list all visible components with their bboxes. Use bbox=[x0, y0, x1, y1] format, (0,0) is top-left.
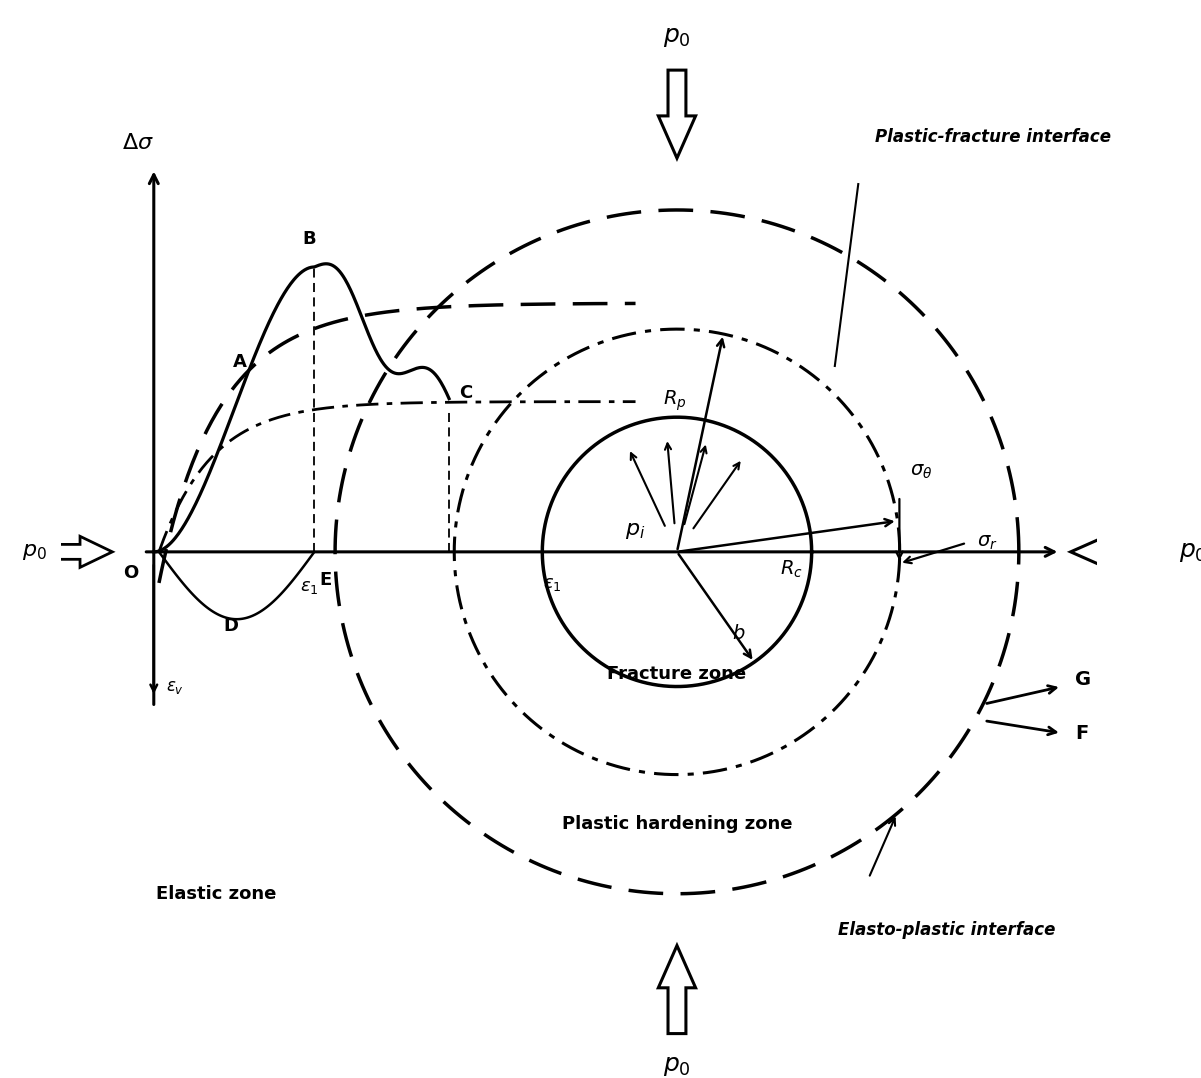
Polygon shape bbox=[1070, 534, 1159, 570]
Text: A: A bbox=[233, 353, 247, 371]
Text: Elastic zone: Elastic zone bbox=[156, 885, 276, 902]
Text: Plastic-fracture interface: Plastic-fracture interface bbox=[876, 128, 1111, 147]
Text: O: O bbox=[123, 564, 138, 582]
Polygon shape bbox=[658, 70, 695, 158]
Text: Elasto-plastic interface: Elasto-plastic interface bbox=[837, 921, 1054, 939]
Text: $\varepsilon_v$: $\varepsilon_v$ bbox=[166, 678, 184, 695]
Text: $p_i$: $p_i$ bbox=[626, 521, 646, 541]
Text: $\sigma_\theta$: $\sigma_\theta$ bbox=[910, 461, 932, 481]
Text: E: E bbox=[319, 570, 331, 589]
Text: Fracture zone: Fracture zone bbox=[608, 665, 747, 683]
Text: C: C bbox=[460, 384, 473, 402]
Text: $p_0$: $p_0$ bbox=[22, 542, 47, 562]
Text: $p_0$: $p_0$ bbox=[663, 1054, 691, 1078]
Text: $R_p$: $R_p$ bbox=[663, 388, 687, 413]
Text: $\Delta\sigma$: $\Delta\sigma$ bbox=[123, 133, 154, 153]
Text: $b$: $b$ bbox=[733, 624, 746, 644]
Text: $\sigma_r$: $\sigma_r$ bbox=[978, 534, 998, 552]
Text: B: B bbox=[303, 231, 316, 248]
Text: $R_c$: $R_c$ bbox=[781, 558, 803, 580]
Text: F: F bbox=[1075, 723, 1088, 743]
Text: D: D bbox=[223, 618, 239, 635]
Text: $\varepsilon_1$: $\varepsilon_1$ bbox=[300, 578, 318, 596]
Text: $p_0$: $p_0$ bbox=[1179, 540, 1201, 564]
Text: $p_0$: $p_0$ bbox=[663, 26, 691, 50]
Text: $\varepsilon_1$: $\varepsilon_1$ bbox=[543, 575, 562, 593]
Text: G: G bbox=[1075, 669, 1092, 689]
Polygon shape bbox=[44, 537, 113, 567]
Polygon shape bbox=[658, 945, 695, 1034]
Text: Plastic hardening zone: Plastic hardening zone bbox=[562, 815, 793, 833]
